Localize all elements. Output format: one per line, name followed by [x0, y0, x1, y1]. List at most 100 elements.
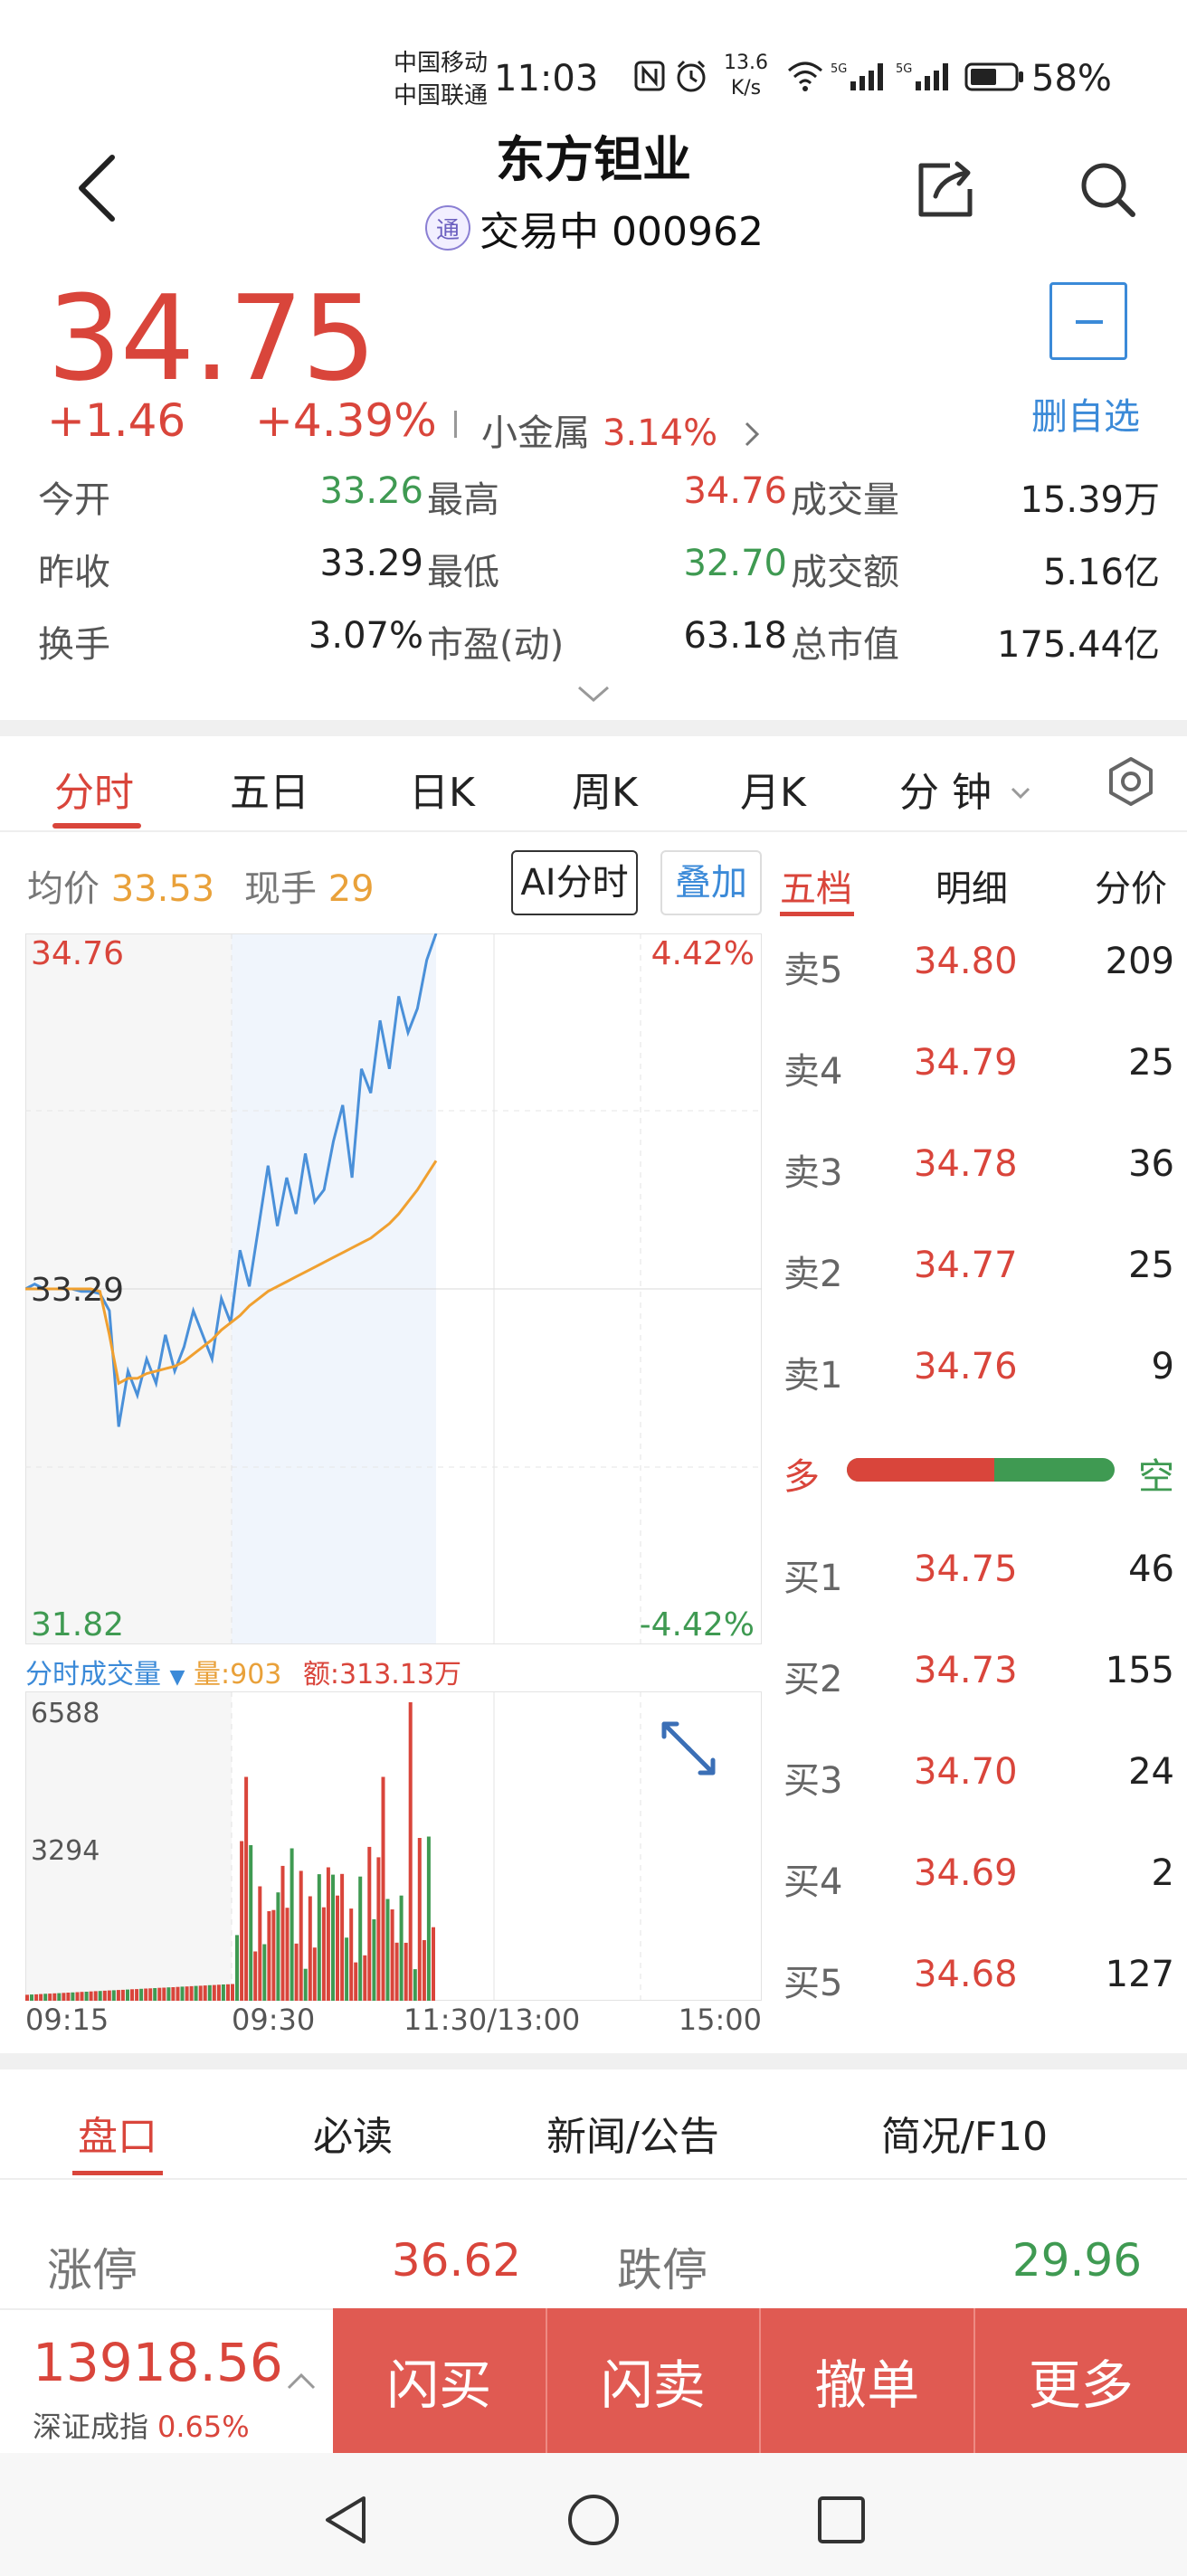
tab-minute[interactable]: 分 钟	[899, 760, 1031, 818]
volume-bar	[308, 1896, 312, 2001]
more-button[interactable]: 更多	[1028, 2354, 1134, 2416]
volume-bar	[34, 1994, 39, 2001]
volume-bar	[80, 1992, 84, 2001]
volume-amount: 量:903	[194, 1659, 282, 1690]
stat-label: 成交额	[791, 552, 899, 593]
limit-down-label: 跌停	[617, 2244, 707, 2297]
volume-bar	[212, 1984, 216, 2001]
volume-bar	[107, 1990, 111, 2001]
flash-sell-button[interactable]: 闪卖	[547, 2308, 761, 2453]
volume-bar	[390, 1909, 394, 2001]
volume-bar	[221, 1984, 225, 2001]
bid-label: 买2	[783, 1659, 843, 1700]
tab-weekly-k[interactable]: 周K	[572, 770, 638, 816]
sector-pct: 3.14%	[603, 412, 718, 454]
tab-five-day[interactable]: 五日	[230, 770, 309, 816]
ask-volume: 9	[1151, 1346, 1174, 1387]
sector-name: 小金属	[481, 412, 590, 454]
tab-handicap[interactable]: 盘口	[78, 2114, 157, 2160]
volume-bar	[271, 1909, 276, 2001]
volume-bar	[317, 1874, 321, 2001]
volume-dropdown-icon[interactable]: ▼	[169, 1666, 185, 1689]
ask-row: 卖4 34.79 25	[780, 1042, 1174, 1096]
tab-profile[interactable]: 简况/F10	[881, 2114, 1049, 2160]
remove-watchlist-button[interactable]	[1049, 282, 1127, 360]
expand-stats-icon[interactable]	[575, 684, 612, 706]
signal-5g-icon: 5G	[831, 62, 883, 90]
overlay-button[interactable]: 叠加	[660, 850, 762, 915]
stat-value: 3.07%	[308, 615, 423, 657]
tab-details[interactable]: 明细	[935, 868, 1008, 910]
tab-five-levels[interactable]: 五档	[780, 868, 852, 910]
avg-price-label: 均价	[27, 868, 100, 910]
stat-label: 昨收	[38, 552, 110, 593]
back-button[interactable]	[72, 152, 127, 224]
nav-back-icon[interactable]	[320, 2493, 371, 2547]
flash-buy-button[interactable]: 闪买	[333, 2308, 547, 2453]
stat-value: 63.18	[683, 615, 787, 657]
remove-watchlist-label[interactable]: 删自选	[1031, 396, 1140, 438]
share-button[interactable]	[914, 158, 977, 222]
ask-label: 卖5	[783, 950, 843, 991]
volume-bar	[57, 1993, 62, 2001]
volume-bar	[189, 1985, 194, 2001]
search-button[interactable]	[1077, 158, 1140, 222]
stat-label: 最高	[427, 479, 499, 521]
bid-volume: 155	[1105, 1650, 1174, 1691]
volume-bar	[303, 1968, 308, 2001]
stock-name: 东方钽业	[496, 131, 691, 188]
stat-label: 今开	[38, 479, 110, 521]
volume-bar	[290, 1848, 294, 2001]
intraday-price-chart[interactable]: 34.76 33.29 31.82 4.42% -4.42%	[25, 933, 762, 1644]
volume-bar	[66, 1993, 71, 2001]
ai-intraday-button[interactable]: AI分时	[511, 850, 638, 915]
nav-recents-icon[interactable]	[816, 2495, 867, 2545]
volume-bar	[399, 1895, 404, 2001]
cancel-order-button[interactable]: 撤单	[761, 2308, 975, 2453]
volume-header: 分时成交量 ▼ 量:903 额:313.13万	[25, 1652, 461, 1691]
volume-bar	[62, 1993, 66, 2001]
tab-must-read[interactable]: 必读	[313, 2114, 393, 2160]
volume-bar	[413, 1969, 417, 2001]
volume-chart[interactable]: 6588 3294	[25, 1691, 762, 2001]
nav-home-icon[interactable]	[566, 2493, 621, 2547]
settings-icon[interactable]	[1106, 756, 1156, 807]
tab-intraday[interactable]: 分时	[54, 770, 134, 816]
axis-low: 31.82	[31, 1606, 124, 1643]
index-ticker[interactable]: 13918.56 深证成指 0.65%	[0, 2308, 333, 2453]
volume-bar	[249, 1845, 253, 2001]
bid-row: 买3 34.70 24	[780, 1751, 1174, 1805]
limit-prices: 涨停 36.62 跌停 29.96	[47, 2234, 1142, 2297]
ask-volume: 25	[1128, 1042, 1174, 1084]
bid-row: 买5 34.68 127	[780, 1954, 1174, 2008]
avg-price: 均价 33.53	[27, 859, 214, 912]
ask-label: 卖2	[783, 1254, 843, 1295]
tab-news[interactable]: 新闻/公告	[546, 2114, 719, 2160]
price-series-group	[25, 933, 438, 1427]
chevron-down-icon	[1011, 787, 1030, 800]
tab-price-dist[interactable]: 分价	[1095, 868, 1167, 910]
volume-bar	[176, 1986, 180, 2001]
bid-label: 买3	[783, 1760, 843, 1802]
volume-title: 分时成交量	[25, 1659, 161, 1690]
axis-low-pct: -4.42%	[640, 1606, 755, 1643]
bid-row: 买1 34.75 46	[780, 1548, 1174, 1603]
fullscreen-icon[interactable]	[661, 1721, 716, 1776]
ask-price: 34.76	[914, 1346, 1018, 1387]
time-label: 09:30	[232, 2003, 316, 2037]
volume-bar	[162, 1987, 166, 2001]
time-label: 11:30/13:00	[404, 2003, 581, 2037]
bid-label: 买4	[783, 1861, 843, 1903]
volume-bar	[102, 1990, 107, 2001]
tab-daily-k[interactable]: 日K	[409, 770, 475, 816]
limit-up-value: 36.62	[391, 2234, 521, 2287]
volume-bar	[285, 1908, 290, 2001]
tab-monthly-k[interactable]: 月K	[740, 770, 806, 816]
volume-bar	[39, 1994, 43, 2001]
current-hand-label: 现手	[244, 868, 317, 910]
nfc-icon	[634, 61, 665, 91]
volume-bar	[363, 1955, 367, 2001]
bid-price: 34.75	[914, 1548, 1018, 1590]
sector-link[interactable]: 小金属 3.14%	[481, 403, 762, 456]
volume-bar	[89, 1991, 93, 2001]
